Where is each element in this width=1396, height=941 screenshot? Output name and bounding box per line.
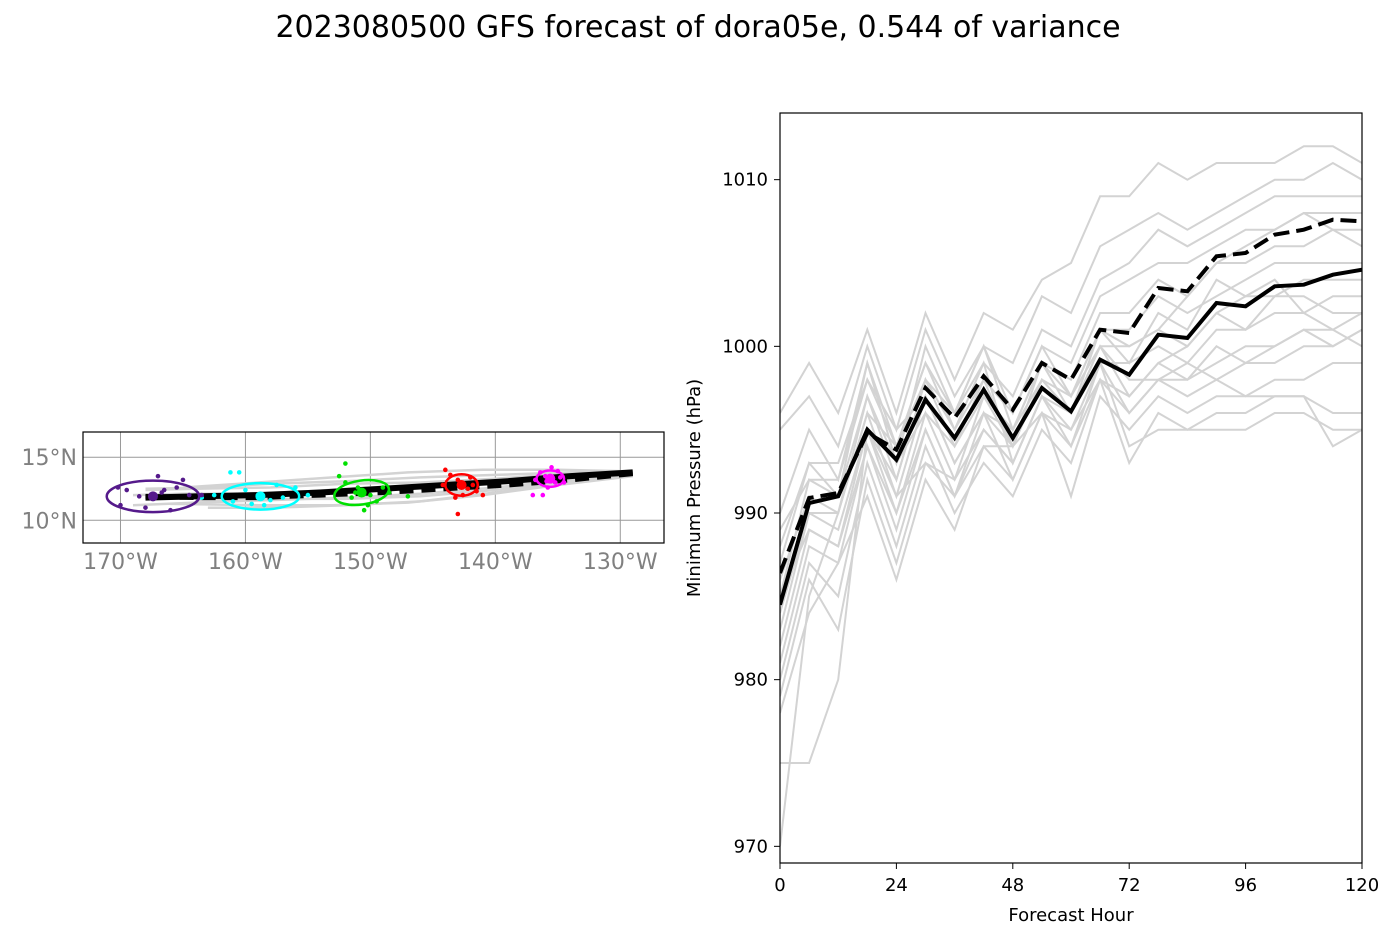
day4-position-point <box>243 487 248 493</box>
day1-position-point <box>530 492 536 498</box>
day2-mean-position <box>456 479 467 490</box>
day4-position-point <box>280 495 286 500</box>
ensemble-member-line <box>780 161 1362 449</box>
day3-mean-position <box>356 487 367 498</box>
ensemble-member-line <box>780 328 1362 597</box>
day1-position-point <box>557 475 563 480</box>
y-tick-label: 1010 <box>722 170 768 191</box>
day3-position-point <box>380 485 386 490</box>
day2-position-point <box>470 482 476 488</box>
day2-position-point <box>443 467 448 473</box>
pressure-frame <box>779 112 1363 864</box>
x-tick-label: 96 <box>1234 875 1257 896</box>
day3-position-point <box>343 461 348 466</box>
day3-position-point <box>349 495 354 500</box>
y-tick-label: 980 <box>734 670 768 691</box>
figure-title: 2023080500 GFS forecast of dora05e, 0.54… <box>275 10 1121 45</box>
day2-position-point <box>480 492 486 498</box>
map-plot-area <box>105 461 634 517</box>
day4-mean-position <box>255 491 266 502</box>
day5-position-point <box>186 492 192 498</box>
deterministic-track <box>145 471 634 501</box>
day4-position-point <box>261 502 267 508</box>
map-lon-tick-label: 140°W <box>458 550 533 575</box>
day3-position-point <box>361 507 367 513</box>
day4-position-point <box>268 497 273 503</box>
map-lon-tick-label: 170°W <box>83 550 158 575</box>
ensemble-member-line <box>780 278 1362 564</box>
x-tick-label: 48 <box>1001 875 1024 896</box>
day5-mean-position <box>147 491 158 502</box>
y-tick-label: 990 <box>734 503 768 524</box>
y-tick-label: 1000 <box>722 336 768 357</box>
day3-position-point <box>336 473 342 479</box>
x-axis-label: Forecast Hour <box>1008 905 1134 926</box>
map-lon-tick-label: 160°W <box>208 550 283 575</box>
day3-uncertainty-ellipse <box>333 478 391 507</box>
map-lon-tick-label: 130°W <box>583 550 658 575</box>
day1-uncertainty-ellipse <box>535 469 566 489</box>
ensemble-member-line <box>780 328 1362 697</box>
ensemble-member-line <box>780 343 1362 847</box>
day4-position-point <box>305 492 311 498</box>
ensemble-member-line <box>780 312 1362 680</box>
x-tick-label: 72 <box>1118 875 1141 896</box>
day1-position-point <box>540 492 546 498</box>
day5-uncertainty-ellipse <box>105 479 201 514</box>
day1-mean-position <box>545 473 556 484</box>
day5-position-point <box>143 505 148 510</box>
day3-position-point <box>368 492 373 498</box>
ensemble-member-line <box>780 360 1362 764</box>
y-tick-label: 970 <box>734 836 768 857</box>
pressure-chart-panel: 0 24 48 72 96 120 970 980 990 1000 1010 Forecast Ho… <box>684 112 1379 926</box>
x-tick-label: 0 <box>774 875 785 896</box>
map-lon-tick-label: 150°W <box>333 550 408 575</box>
map-lat-tick-label: 10°N <box>22 509 77 534</box>
day4-position-point <box>236 470 242 475</box>
ensemble-member-line <box>780 362 1362 714</box>
day5-position-point <box>136 494 142 499</box>
day5-position-point <box>174 485 180 490</box>
x-tick-label: 120 <box>1345 875 1379 896</box>
track-map-panel: 170°W 160°W 150°W 140°W 130°W 10°N 15°N <box>22 431 665 575</box>
day2-position-point <box>465 486 471 492</box>
day5-position-point <box>199 492 204 498</box>
ensemble-member-line <box>780 212 1362 547</box>
deterministic-pressure-line <box>780 217 1362 574</box>
pressure-plot-area <box>780 145 1362 847</box>
day5-position-point <box>124 487 130 493</box>
map-frame <box>82 431 665 544</box>
day5-position-point <box>161 487 167 493</box>
day2-uncertainty-ellipse <box>444 473 480 497</box>
day4-position-point <box>230 499 236 504</box>
map-lat-tick-label: 15°N <box>22 446 77 471</box>
day4-position-point <box>228 470 233 475</box>
day2-position-point <box>440 482 446 488</box>
day4-uncertainty-ellipse <box>220 481 301 511</box>
day5-position-point <box>155 473 161 479</box>
y-axis-label: Minimum Pressure (hPa) <box>684 379 705 597</box>
day3-position-point <box>405 494 411 499</box>
day4-position-point <box>249 501 254 507</box>
day4-position-point <box>211 492 217 498</box>
day5-position-point <box>180 477 186 483</box>
day3-position-point <box>353 490 358 495</box>
day2-position-point <box>455 511 461 517</box>
x-tick-label: 24 <box>885 875 908 896</box>
ensemble-member-line <box>780 145 1362 417</box>
day1-position-point <box>549 465 554 470</box>
